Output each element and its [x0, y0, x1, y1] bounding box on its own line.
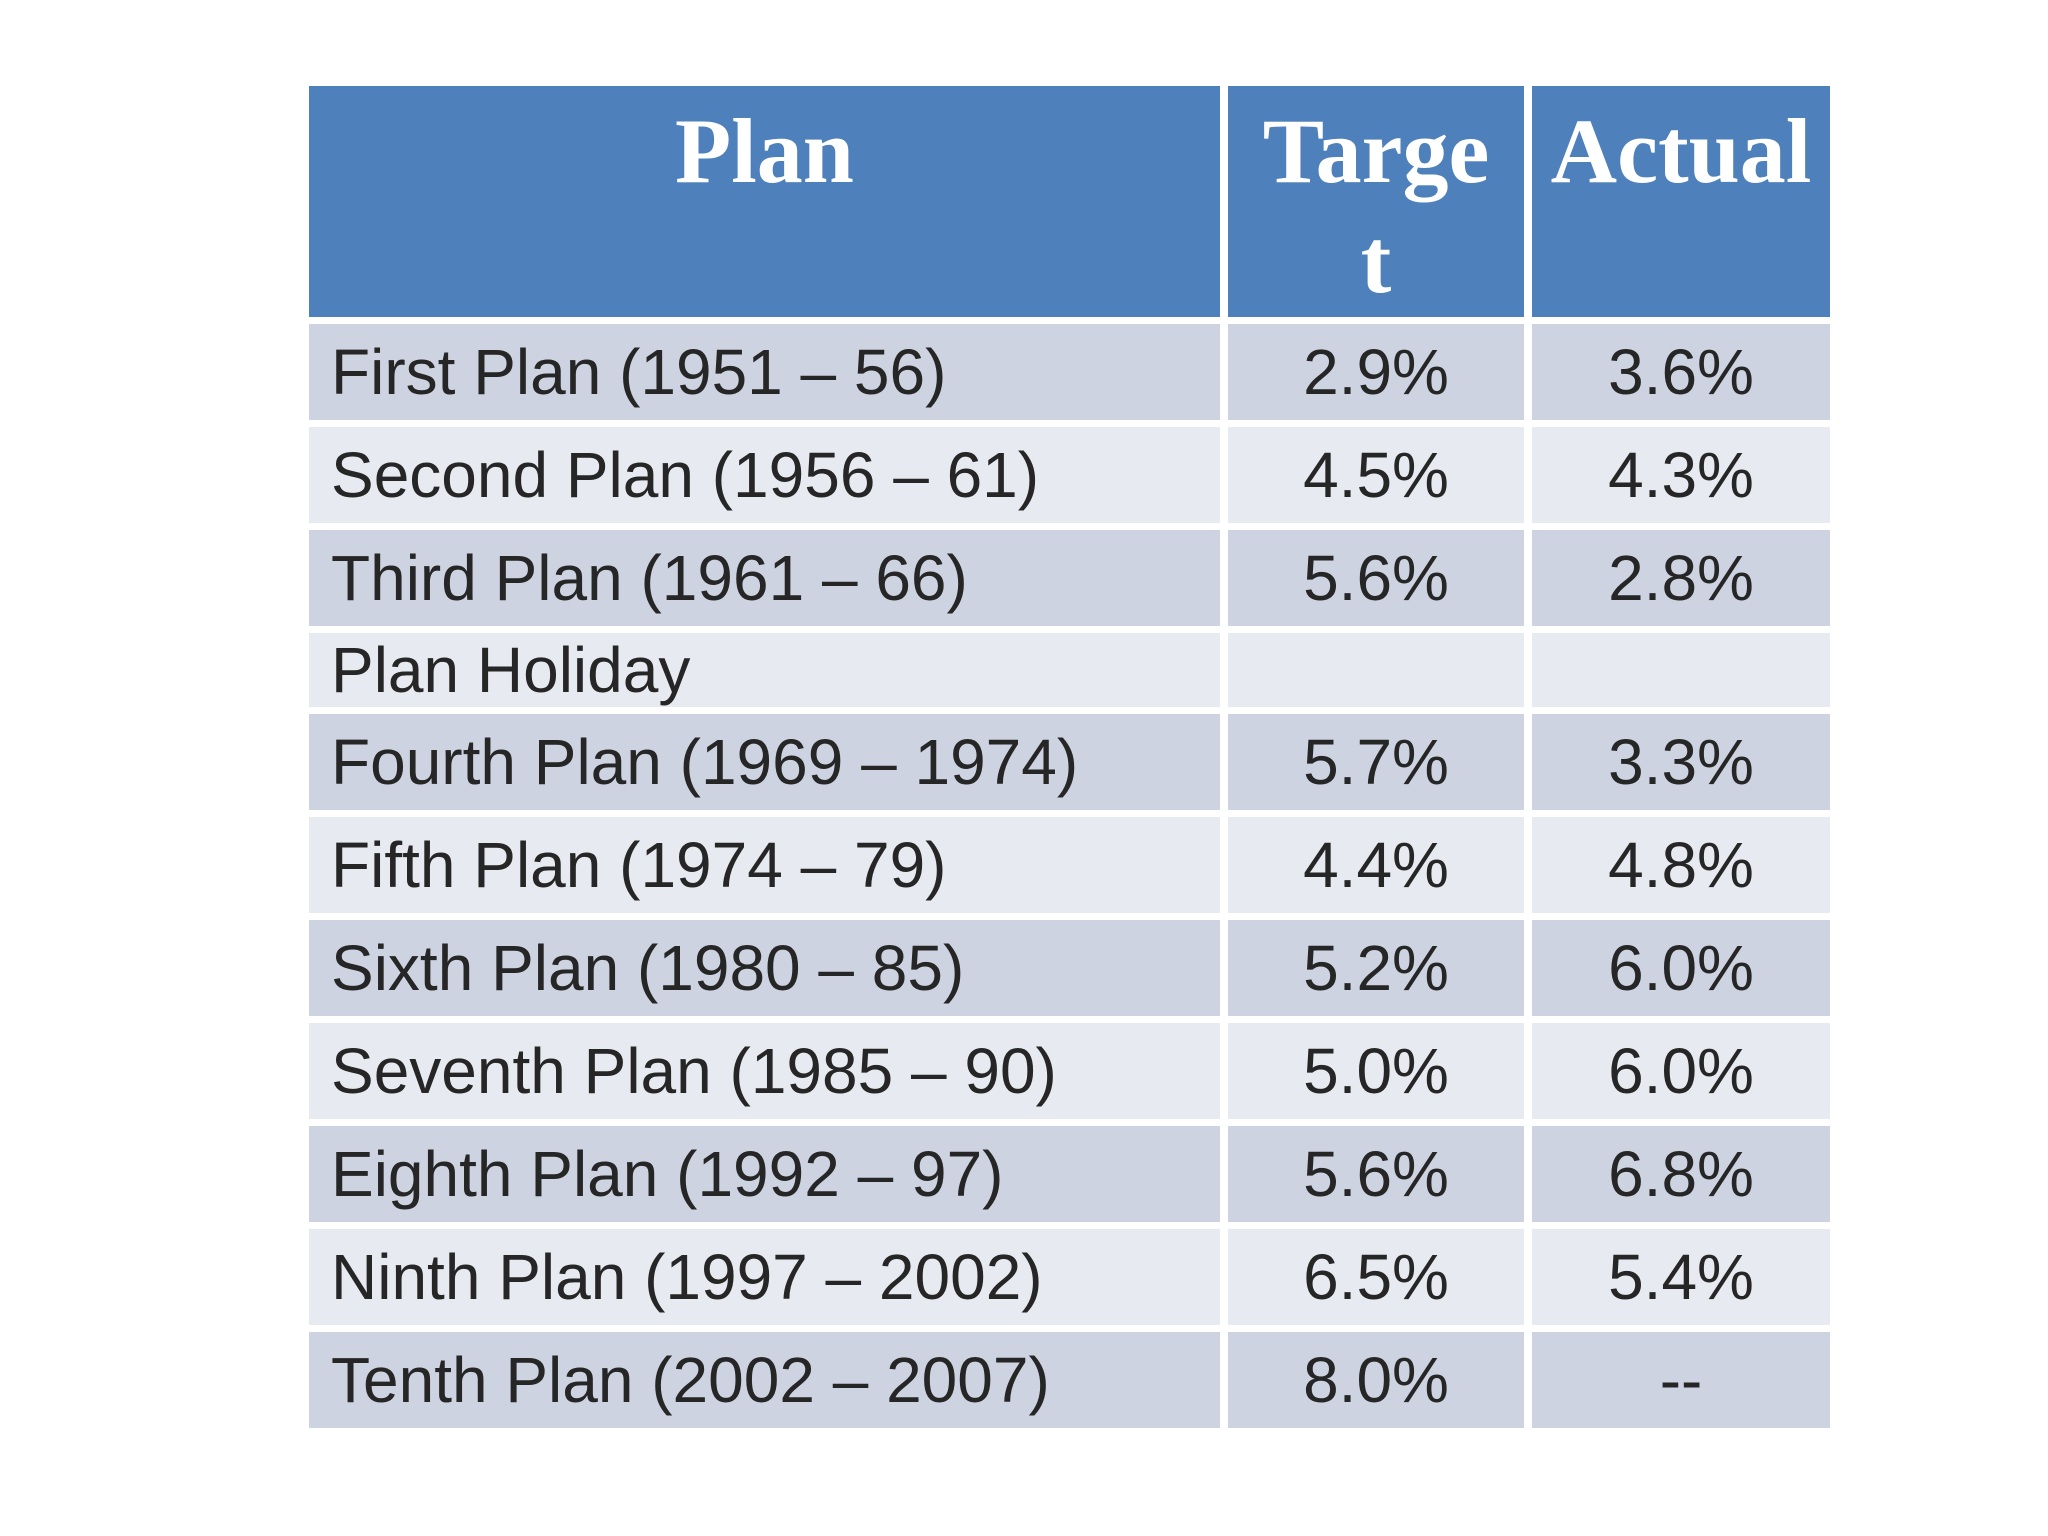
table-row: First Plan (1951 – 56) 2.9% 3.6% [309, 324, 1830, 427]
table-row: Tenth Plan (2002 – 2007) 8.0% -- [309, 1332, 1830, 1428]
five-year-plans-table: Plan Target Actual First Plan (1951 – 56… [309, 86, 1830, 1428]
header-target-label: Target [1262, 100, 1490, 313]
table-row: Plan Holiday [309, 633, 1830, 714]
target-cell [1228, 633, 1532, 714]
actual-cell: 6.0% [1532, 1023, 1830, 1126]
target-cell: 6.5% [1228, 1229, 1532, 1332]
table-row: Seventh Plan (1985 – 90) 5.0% 6.0% [309, 1023, 1830, 1126]
actual-cell: 3.6% [1532, 324, 1830, 427]
target-cell: 5.6% [1228, 1126, 1532, 1229]
plan-cell: Fifth Plan (1974 – 79) [309, 817, 1228, 920]
table-row: Third Plan (1961 – 66) 5.6% 2.8% [309, 530, 1830, 633]
plan-cell: Ninth Plan (1997 – 2002) [309, 1229, 1228, 1332]
actual-cell: -- [1532, 1332, 1830, 1428]
target-cell: 5.7% [1228, 714, 1532, 817]
target-cell: 8.0% [1228, 1332, 1532, 1428]
target-cell: 2.9% [1228, 324, 1532, 427]
plan-cell: First Plan (1951 – 56) [309, 324, 1228, 427]
header-plan: Plan [309, 86, 1228, 324]
target-cell: 5.2% [1228, 920, 1532, 1023]
plan-cell: Second Plan (1956 – 61) [309, 427, 1228, 530]
table-row: Fourth Plan (1969 – 1974) 5.7% 3.3% [309, 714, 1830, 817]
header-row: Plan Target Actual [309, 86, 1830, 324]
target-cell: 5.0% [1228, 1023, 1532, 1126]
plan-cell: Plan Holiday [309, 633, 1228, 714]
table-row: Ninth Plan (1997 – 2002) 6.5% 5.4% [309, 1229, 1830, 1332]
table-row: Fifth Plan (1974 – 79) 4.4% 4.8% [309, 817, 1830, 920]
actual-cell: 3.3% [1532, 714, 1830, 817]
actual-cell: 6.8% [1532, 1126, 1830, 1229]
plan-table-body: First Plan (1951 – 56) 2.9% 3.6% Second Pla… [309, 324, 1830, 1428]
plan-cell: Sixth Plan (1980 – 85) [309, 920, 1228, 1023]
target-cell: 4.5% [1228, 427, 1532, 530]
actual-cell [1532, 633, 1830, 714]
actual-cell: 4.8% [1532, 817, 1830, 920]
actual-cell: 6.0% [1532, 920, 1830, 1023]
table-row: Sixth Plan (1980 – 85) 5.2% 6.0% [309, 920, 1830, 1023]
table-row: Eighth Plan (1992 – 97) 5.6% 6.8% [309, 1126, 1830, 1229]
header-actual: Actual [1532, 86, 1830, 324]
plan-cell: Tenth Plan (2002 – 2007) [309, 1332, 1228, 1428]
plan-cell: Seventh Plan (1985 – 90) [309, 1023, 1228, 1126]
plan-cell: Third Plan (1961 – 66) [309, 530, 1228, 633]
plan-cell: Eighth Plan (1992 – 97) [309, 1126, 1228, 1229]
actual-cell: 5.4% [1532, 1229, 1830, 1332]
table-row: Second Plan (1956 – 61) 4.5% 4.3% [309, 427, 1830, 530]
target-cell: 5.6% [1228, 530, 1532, 633]
actual-cell: 2.8% [1532, 530, 1830, 633]
target-cell: 4.4% [1228, 817, 1532, 920]
actual-cell: 4.3% [1532, 427, 1830, 530]
table-header: Plan Target Actual [309, 86, 1830, 324]
header-target: Target [1228, 86, 1532, 324]
plan-cell: Fourth Plan (1969 – 1974) [309, 714, 1228, 817]
